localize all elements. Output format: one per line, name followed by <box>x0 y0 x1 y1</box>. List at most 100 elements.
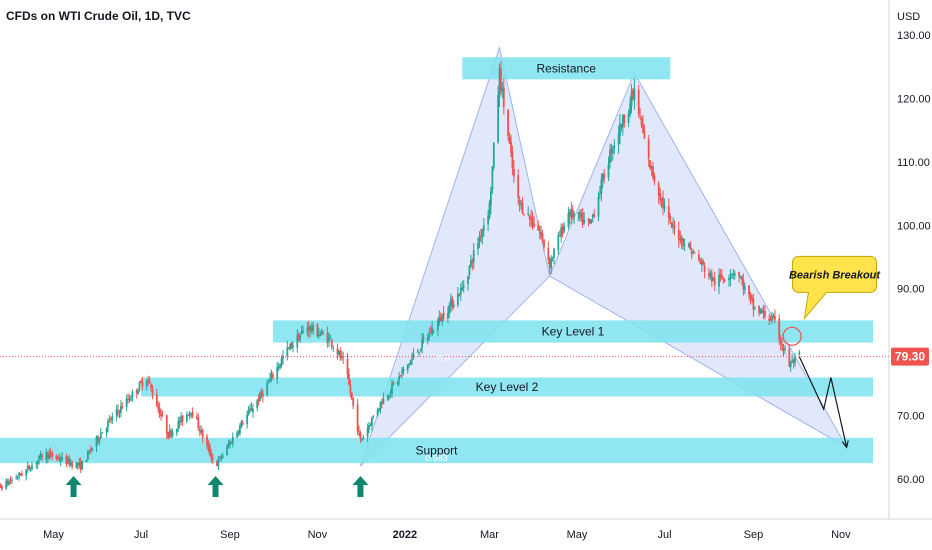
candle <box>633 78 636 110</box>
candle <box>782 343 785 357</box>
candle-body <box>478 236 481 242</box>
candle-body <box>698 254 700 260</box>
candle-body <box>180 416 182 422</box>
candle <box>643 124 646 139</box>
zone-label-key-level-1: Key Level 1 <box>542 325 605 339</box>
candle-body <box>286 347 289 357</box>
candle <box>200 425 203 435</box>
x-tick-label: Sep <box>744 529 764 541</box>
candle-body <box>31 465 33 470</box>
candle-body <box>577 212 580 214</box>
candle-body <box>239 425 241 434</box>
candle <box>613 139 616 155</box>
candle-body <box>201 429 204 438</box>
candle <box>399 374 402 378</box>
candle <box>429 325 432 334</box>
candle-body <box>87 451 89 460</box>
candle <box>299 333 302 343</box>
candle <box>99 427 102 440</box>
candle-body <box>458 294 461 297</box>
candle <box>366 423 369 442</box>
candle <box>451 295 454 311</box>
candle <box>492 142 495 171</box>
candle <box>477 237 479 256</box>
candle-body <box>593 214 596 217</box>
candle-body <box>15 477 18 479</box>
candle-body <box>167 432 170 439</box>
candle-body <box>277 366 280 369</box>
candle <box>58 453 61 463</box>
candle <box>510 134 512 157</box>
candle-body <box>657 183 660 196</box>
candle-body <box>396 381 399 384</box>
candle <box>160 409 162 421</box>
candle <box>379 401 382 414</box>
candle-body <box>652 166 654 178</box>
candle <box>789 361 792 372</box>
up-arrow-icon <box>352 476 369 497</box>
candle-body <box>287 347 290 349</box>
candle-body <box>250 407 253 411</box>
candle-body <box>490 190 492 206</box>
candle <box>292 341 294 353</box>
candle <box>710 268 713 287</box>
candle-body <box>573 214 575 217</box>
candle-body <box>336 348 339 355</box>
candle-body <box>118 411 121 414</box>
candle-body <box>782 347 785 351</box>
candle <box>771 311 773 325</box>
candle-body <box>600 179 603 194</box>
candle <box>537 220 540 231</box>
candle <box>239 423 241 437</box>
candle-body <box>128 398 131 400</box>
candle-body <box>472 250 475 263</box>
candle-body <box>207 443 210 448</box>
candle <box>326 326 329 348</box>
candle <box>256 398 259 412</box>
candle <box>18 472 20 481</box>
candle <box>105 426 108 438</box>
candle <box>180 412 182 426</box>
candle <box>115 404 118 422</box>
candle-body <box>98 438 101 442</box>
candle <box>376 407 379 418</box>
candle-body <box>58 457 61 460</box>
candle-body <box>517 175 520 198</box>
candle <box>481 228 484 245</box>
candle <box>416 348 419 353</box>
candle-body <box>792 359 795 364</box>
candle <box>558 230 561 237</box>
candle-body <box>135 390 138 393</box>
candle-body <box>399 375 402 376</box>
candle-body <box>739 278 742 279</box>
candle <box>663 198 666 213</box>
candle-body <box>708 273 710 276</box>
candle <box>538 225 541 240</box>
callout-shape <box>791 255 877 321</box>
candle <box>547 241 550 265</box>
candle-body <box>633 88 636 100</box>
candle-body <box>26 465 29 469</box>
candle <box>342 351 345 364</box>
candle <box>589 218 591 225</box>
candle <box>329 334 332 339</box>
candle <box>788 344 791 368</box>
candle-body <box>306 327 309 332</box>
candle <box>452 300 455 309</box>
candle <box>168 424 171 439</box>
candle <box>69 458 72 467</box>
candle <box>761 307 763 314</box>
candle-body <box>649 160 651 169</box>
candle-body <box>297 333 300 342</box>
candle <box>277 362 280 371</box>
candle-body <box>381 402 383 405</box>
y-tick-label: 130.00 <box>897 30 931 42</box>
current-price-value: 79.30 <box>895 350 925 364</box>
candle <box>441 313 444 326</box>
candle <box>689 241 692 250</box>
candle <box>412 348 415 360</box>
candle <box>731 272 733 279</box>
candle <box>508 132 511 145</box>
candle <box>396 380 399 387</box>
candle <box>6 478 9 487</box>
